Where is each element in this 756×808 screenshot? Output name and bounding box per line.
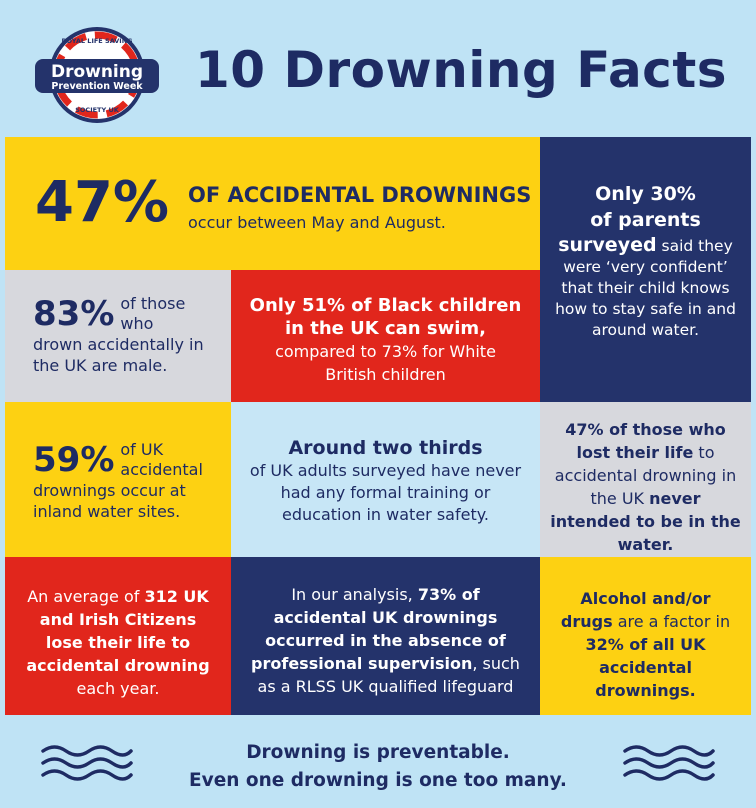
footer-message: Drowning is preventable. Even one drowni… — [135, 739, 621, 795]
fact-3-part2: drown accidentally in the UK are male. — [33, 335, 204, 375]
logo-top-text: ROYAL LIFE SAVING — [61, 37, 132, 45]
fact-1-detail: occur between May and August. — [188, 213, 446, 232]
fact-2-line1: Only 30% — [595, 183, 696, 205]
fact-10-detail: are a factor in — [612, 612, 731, 631]
fact-7-bold-2: never intended to be in the water. — [550, 489, 741, 554]
right-waves-icon — [623, 745, 715, 781]
fact-7-bold-1: 47% of those who lost their life — [565, 420, 726, 462]
logo-main-text: Drowning — [51, 62, 143, 82]
fact-1-panel: 47% OF ACCIDENTAL DROWNINGS occur betwee… — [5, 137, 540, 270]
fact-6-bold: Around two thirds — [288, 437, 483, 459]
fact-8-bold: 312 UK and Irish Citizens lose their lif… — [26, 587, 210, 675]
logo-bottom-text: SOCIETY UK — [75, 106, 120, 114]
fact-7-panel: 47% of those who lost their life to acci… — [540, 402, 751, 557]
fact-9-panel: In our analysis, 73% of accidental UK dr… — [231, 557, 540, 715]
fact-3-part1: of those who — [120, 294, 186, 333]
fact-1-stat: 47% — [35, 170, 170, 235]
fact-5-part2: drownings occur at inland water sites. — [33, 481, 186, 521]
page-title: 10 Drowning Facts — [195, 41, 727, 99]
fact-1-headline: OF ACCIDENTAL DROWNINGS — [188, 183, 532, 207]
footer-line-1: Drowning is preventable. — [246, 742, 510, 763]
fact-10-bold-2: 32% of all UK accidental drownings. — [585, 635, 706, 700]
fact-5-panel: 59% of UK accidental drownings occur at … — [5, 402, 231, 557]
fact-9-part3: , such as a RLSS UK qualified lifeguard — [257, 654, 520, 696]
header: Drowning Prevention Week ROYAL LIFE SAVI… — [5, 5, 751, 137]
fact-7-text: 47% of those who lost their life to acci… — [550, 418, 741, 556]
fact-10-text: Alcohol and/or drugs are a factor in 32%… — [552, 587, 739, 702]
footer-line-2: Even one drowning is one too many. — [189, 770, 567, 791]
fact-10-panel: Alcohol and/or drugs are a factor in 32%… — [540, 557, 751, 715]
drowning-prevention-week-logo: Drowning Prevention Week ROYAL LIFE SAVI… — [35, 27, 159, 123]
fact-8-part1: An average of — [27, 587, 145, 606]
fact-9-text: In our analysis, 73% of accidental UK dr… — [245, 583, 526, 698]
fact-2-detail: said they were ‘very confident’ that the… — [555, 237, 736, 339]
fact-4-detail: compared to 73% for White British childr… — [275, 342, 496, 384]
fact-2-line2: of parents — [590, 209, 701, 231]
fact-3-stat: 83% — [33, 294, 115, 334]
fact-9-bold: 73% of accidental UK drownings occurred … — [251, 585, 506, 673]
fact-6-panel: Around two thirds of UK adults surveyed … — [231, 402, 540, 557]
fact-4-text: Only 51% of Black children in the UK can… — [249, 294, 522, 386]
fact-3-top: 83% of those who — [33, 294, 231, 334]
fact-5-stat: 59% — [33, 440, 115, 480]
logo-sub-text: Prevention Week — [51, 81, 143, 92]
fact-8-text: An average of 312 UK and Irish Citizens … — [19, 585, 217, 700]
fact-8-part3: each year. — [76, 679, 160, 698]
infographic: Drowning Prevention Week ROYAL LIFE SAVI… — [5, 5, 751, 803]
fact-2-bold: surveyed — [558, 234, 657, 256]
fact-2-panel: Only 30% of parents surveyed said they w… — [540, 137, 751, 402]
fact-6-detail: of UK adults surveyed have never had any… — [249, 461, 522, 524]
fact-7-detail: to accidental drowning in the UK — [554, 443, 737, 508]
fact-2-text: surveyed said they were ‘very confident’… — [550, 235, 741, 341]
fact-9-part1: In our analysis, — [291, 585, 418, 604]
fact-3-panel: 83% of those who drown accidentally in t… — [5, 270, 231, 402]
fact-4-bold: Only 51% of Black children in the UK can… — [249, 295, 522, 339]
fact-4-panel: Only 51% of Black children in the UK can… — [231, 270, 540, 402]
fact-10-bold-1: Alcohol and/or drugs — [560, 589, 711, 631]
left-waves-icon — [41, 745, 133, 781]
fact-5-part1: of UK accidental — [120, 440, 203, 479]
fact-5-top: 59% of UK accidental — [33, 440, 231, 480]
fact-8-panel: An average of 312 UK and Irish Citizens … — [5, 557, 231, 715]
